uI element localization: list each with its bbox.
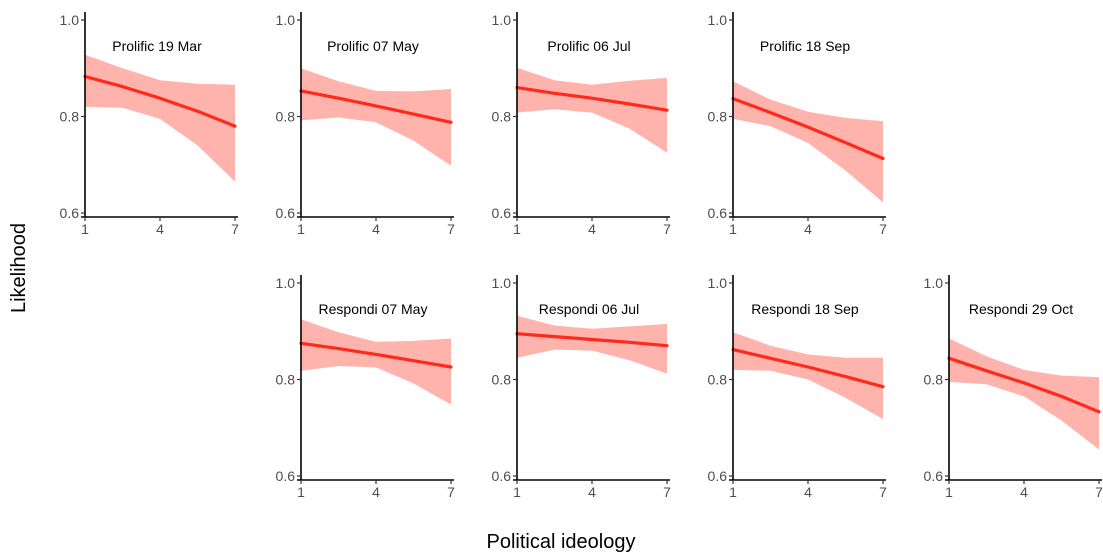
- panel-title: Respondi 18 Sep: [751, 301, 859, 317]
- panel-8: 0.6 0.8 1.0 1 4 7 Respondi 29 Oct: [924, 275, 1103, 500]
- confidence-band: [733, 81, 883, 203]
- fit-line: [299, 89, 453, 124]
- x-tick-label: 4: [588, 484, 596, 500]
- panel-7: 0.6 0.8 1.0 1 4 7 Respondi 18 Sep: [708, 275, 887, 500]
- panel-title: Respondi 29 Oct: [969, 301, 1073, 317]
- fit-line: [947, 356, 1101, 414]
- y-tick-label: 1.0: [924, 275, 944, 291]
- x-tick-label: 1: [297, 221, 305, 237]
- panel-5: 0.6 0.8 1.0 1 4 7 Respondi 07 May: [276, 275, 455, 500]
- panel-title: Prolific 06 Jul: [547, 38, 630, 54]
- x-tick-label: 1: [297, 484, 305, 500]
- y-tick-label: 1.0: [492, 275, 512, 291]
- x-tick-label: 1: [513, 221, 521, 237]
- confidence-band: [301, 319, 451, 405]
- confidence-band: [517, 315, 667, 374]
- x-tick-label: 1: [81, 221, 89, 237]
- y-tick-label: 1.0: [708, 12, 728, 28]
- x-tick-label: 7: [447, 221, 455, 237]
- y-tick-label: 0.6: [60, 205, 80, 221]
- y-tick-label: 0.8: [60, 109, 80, 125]
- y-tick-label: 0.8: [924, 372, 944, 388]
- y-tick-label: 1.0: [708, 275, 728, 291]
- y-tick-label: 0.6: [492, 468, 512, 484]
- panel-3: 0.6 0.8 1.0 1 4 7 Prolific 06 Jul: [492, 12, 671, 237]
- y-tick-label: 1.0: [276, 275, 296, 291]
- fit-line: [515, 85, 669, 112]
- y-tick-label: 0.8: [708, 372, 728, 388]
- x-tick-label: 4: [804, 221, 812, 237]
- fit-line: [299, 341, 453, 369]
- panel-2: 0.6 0.8 1.0 1 4 7 Prolific 07 May: [276, 12, 455, 237]
- fit-line: [731, 348, 885, 389]
- x-tick-label: 1: [729, 484, 737, 500]
- y-tick-label: 0.6: [708, 205, 728, 221]
- x-tick-label: 7: [879, 221, 887, 237]
- fit-line: [515, 332, 669, 348]
- x-tick-label: 7: [663, 484, 671, 500]
- confidence-band: [517, 67, 667, 153]
- x-tick-label: 7: [663, 221, 671, 237]
- fit-line: [731, 96, 885, 161]
- confidence-band: [733, 332, 883, 420]
- x-tick-label: 7: [1095, 484, 1103, 500]
- y-tick-label: 1.0: [492, 12, 512, 28]
- panel-title: Prolific 19 Mar: [112, 38, 202, 54]
- y-axis-title: Likelihood: [8, 223, 30, 313]
- x-tick-label: 7: [879, 484, 887, 500]
- chart-panels: 0.6 0.8 1.0 1 4 7 Prolific 19 Mar 0.6 0.8 1.0 1 4 7 P…: [60, 12, 1103, 500]
- y-tick-label: 0.6: [492, 205, 512, 221]
- y-tick-label: 0.8: [276, 372, 296, 388]
- y-tick-label: 0.6: [708, 468, 728, 484]
- x-tick-label: 4: [372, 221, 380, 237]
- y-tick-label: 0.8: [492, 109, 512, 125]
- x-tick-label: 4: [804, 484, 812, 500]
- x-tick-label: 4: [156, 221, 164, 237]
- x-tick-label: 4: [588, 221, 596, 237]
- x-tick-label: 1: [945, 484, 953, 500]
- x-tick-label: 1: [513, 484, 521, 500]
- confidence-band: [949, 338, 1099, 450]
- x-tick-label: 1: [729, 221, 737, 237]
- x-tick-label: 4: [1020, 484, 1028, 500]
- y-tick-label: 0.6: [276, 205, 296, 221]
- x-axis-title: Political ideology: [487, 531, 636, 553]
- y-tick-label: 0.8: [708, 109, 728, 125]
- y-tick-label: 1.0: [276, 12, 296, 28]
- panel-title: Respondi 07 May: [319, 301, 428, 317]
- x-tick-label: 4: [372, 484, 380, 500]
- y-tick-label: 1.0: [60, 12, 80, 28]
- y-tick-label: 0.6: [276, 468, 296, 484]
- y-tick-label: 0.8: [492, 372, 512, 388]
- fit-line: [83, 74, 237, 128]
- panel-title: Prolific 18 Sep: [760, 38, 850, 54]
- panel-title: Prolific 07 May: [327, 38, 419, 54]
- y-tick-label: 0.8: [276, 109, 296, 125]
- panel-title: Respondi 06 Jul: [539, 301, 639, 317]
- panel-4: 0.6 0.8 1.0 1 4 7 Prolific 18 Sep: [708, 12, 887, 237]
- confidence-band: [301, 68, 451, 166]
- panel-6: 0.6 0.8 1.0 1 4 7 Respondi 06 Jul: [492, 275, 671, 500]
- y-tick-label: 0.6: [924, 468, 944, 484]
- x-tick-label: 7: [447, 484, 455, 500]
- panel-1: 0.6 0.8 1.0 1 4 7 Prolific 19 Mar: [60, 12, 239, 237]
- x-tick-label: 7: [231, 221, 239, 237]
